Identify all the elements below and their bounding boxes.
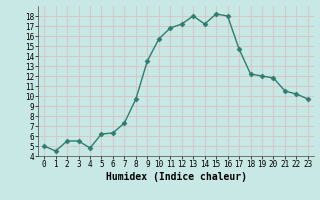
X-axis label: Humidex (Indice chaleur): Humidex (Indice chaleur) <box>106 172 246 182</box>
